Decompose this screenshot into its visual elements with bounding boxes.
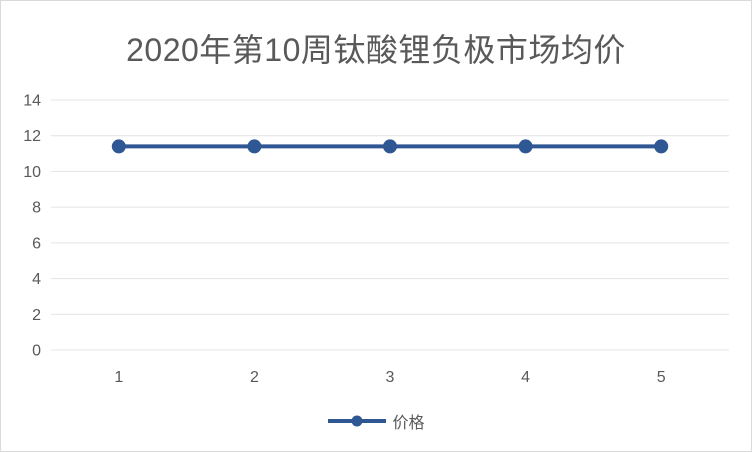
y-tick-label: 10: [23, 164, 41, 181]
data-point-marker: [383, 139, 397, 154]
legend-marker-svg: [328, 415, 387, 427]
legend-line-marker-icon: [327, 414, 387, 428]
y-tick-label: 8: [32, 200, 41, 217]
legend-dot: [351, 415, 363, 427]
legend: 价格: [1, 409, 751, 433]
data-point-marker: [654, 139, 669, 154]
x-tick-label: 4: [521, 369, 530, 386]
y-tick-label: 6: [32, 235, 41, 252]
data-point-marker: [111, 139, 126, 154]
y-tick-label: 2: [32, 307, 41, 324]
x-tick-label: 3: [386, 369, 395, 386]
x-tick-label: 5: [657, 369, 666, 386]
y-tick-label: 14: [23, 93, 41, 110]
y-tick-label: 4: [32, 271, 41, 288]
chart-title: 2020年第10周钛酸锂负极市场均价: [126, 32, 626, 68]
x-tick-label: 1: [114, 369, 123, 386]
legend-series-label: 价格: [392, 415, 425, 432]
data-point-marker: [247, 139, 262, 154]
y-tick-label: 0: [32, 343, 41, 360]
data-point-marker: [518, 139, 533, 154]
x-tick-label: 2: [250, 369, 259, 386]
y-tick-label: 12: [23, 128, 41, 145]
